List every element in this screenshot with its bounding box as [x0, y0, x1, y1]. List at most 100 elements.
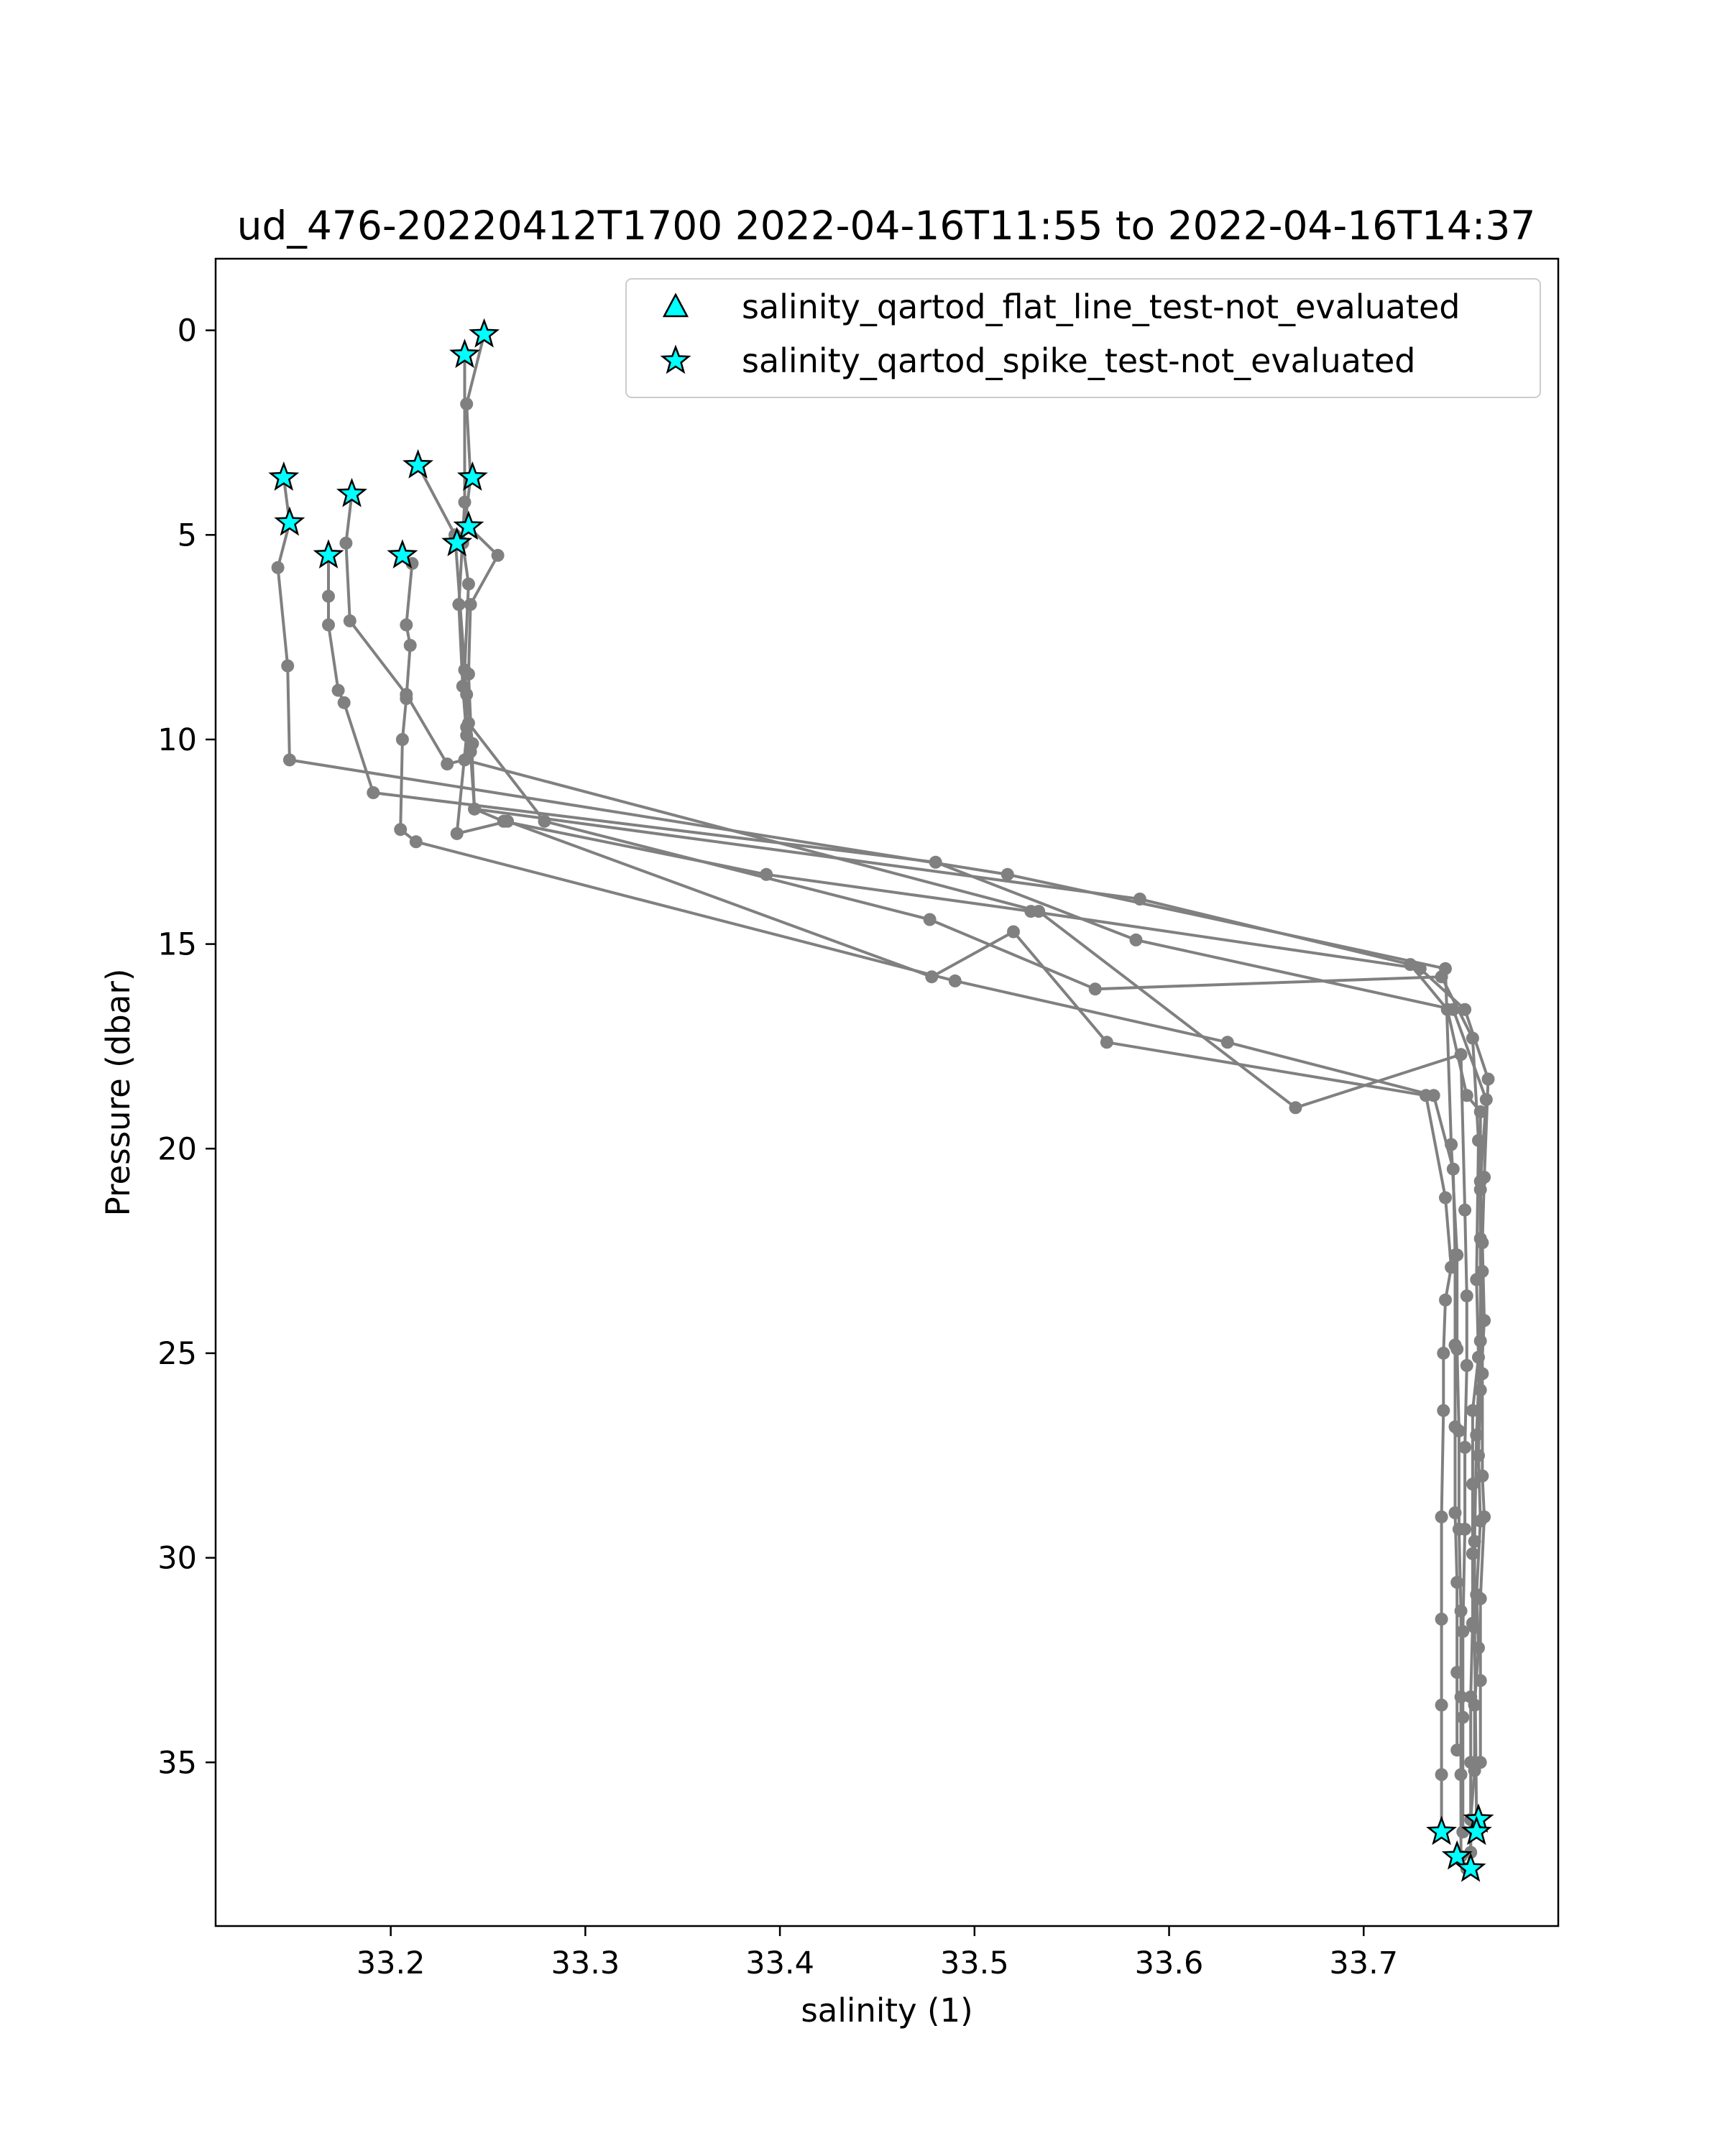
x-tick-label: 33.3: [551, 1945, 620, 1981]
spike-star-marker: [1426, 1815, 1457, 1846]
spike-star-marker: [453, 510, 484, 540]
data-point: [1466, 1031, 1479, 1045]
data-point: [1289, 1101, 1302, 1115]
data-point: [460, 397, 474, 411]
data-point: [948, 974, 962, 987]
data-point: [1473, 1756, 1487, 1769]
plot-frame: [214, 257, 1560, 1927]
data-point: [1458, 1003, 1472, 1016]
x-tick-label: 33.2: [356, 1945, 426, 1981]
x-tick-label: 33.5: [940, 1945, 1009, 1981]
data-point: [1435, 1510, 1448, 1524]
data-point: [281, 659, 295, 673]
data-point: [1427, 1089, 1440, 1102]
data-point: [1450, 1575, 1464, 1589]
data-point: [1440, 1003, 1454, 1016]
data-point: [1000, 867, 1014, 881]
data-point: [395, 733, 409, 746]
data-point: [1404, 958, 1417, 972]
spike-star-marker: [449, 338, 480, 369]
chart-title: ud_476-20220412T1700 2022-04-16T11:55 to…: [237, 203, 1536, 249]
data-point: [491, 548, 505, 562]
data-point: [400, 618, 413, 632]
data-point: [923, 913, 937, 926]
data-point: [461, 577, 475, 591]
legend-label-spike: salinity_qartod_spike_test-not_evaluated: [742, 341, 1415, 380]
data-point: [1473, 1674, 1487, 1687]
data-point: [1456, 1625, 1470, 1639]
x-tick-label: 33.4: [745, 1945, 814, 1981]
x-tick-label: 33.6: [1135, 1945, 1204, 1981]
data-point: [339, 536, 353, 550]
data-point: [322, 618, 335, 632]
data-point: [367, 786, 380, 799]
data-point: [1473, 1183, 1487, 1197]
series-line: [466, 525, 1486, 1763]
data-point: [1466, 1404, 1479, 1417]
spike-star-marker: [1455, 1852, 1486, 1882]
data-point: [1481, 1072, 1495, 1086]
data-point: [1476, 1367, 1489, 1381]
data-point: [1439, 962, 1452, 975]
y-tick-label: 0: [178, 313, 197, 349]
x-tick-label: 33.7: [1329, 1945, 1398, 1981]
legend-label-flat-line: salinity_qartod_flat_line_test-not_evalu…: [742, 287, 1460, 326]
data-point: [1435, 1698, 1448, 1712]
data-point: [1460, 1359, 1473, 1372]
data-point: [929, 855, 942, 869]
data-point: [1088, 982, 1102, 996]
y-axis-ticks: 0 5 10 15 20 25 30 35: [157, 313, 216, 1781]
data-point: [1456, 1710, 1470, 1724]
data-point: [1473, 1592, 1487, 1606]
data-point: [1473, 1334, 1487, 1348]
data-point: [400, 692, 413, 705]
data-point: [394, 823, 408, 837]
spike-star-marker: [469, 318, 500, 348]
data-point: [1473, 1105, 1487, 1118]
data-point: [1435, 1768, 1448, 1782]
data-point: [1468, 1621, 1481, 1634]
data-point: [1448, 1338, 1462, 1352]
series-2: [450, 348, 1458, 1839]
y-tick-label: 25: [157, 1336, 197, 1372]
y-tick-label: 10: [157, 722, 197, 758]
data-point: [1476, 1469, 1489, 1483]
data-point: [441, 757, 454, 771]
y-tick-label: 30: [157, 1541, 197, 1577]
spike-star-marker: [274, 506, 305, 536]
data-point: [1435, 1613, 1448, 1626]
y-tick-label: 35: [157, 1745, 197, 1781]
data-point: [1468, 1534, 1481, 1548]
data-point: [337, 696, 351, 709]
data-point: [403, 639, 417, 652]
data-point: [343, 614, 356, 627]
series-7: [394, 548, 1464, 1757]
data-point: [1466, 1547, 1479, 1560]
legend-box: [625, 278, 1541, 398]
y-tick-label: 5: [178, 517, 197, 553]
data-point: [282, 753, 296, 767]
data-point: [1476, 1265, 1489, 1279]
data-point: [1448, 1506, 1462, 1519]
spike-star-marker: [268, 461, 300, 491]
data-point: [1460, 1089, 1473, 1102]
data-point: [1450, 1743, 1464, 1757]
data-point: [1100, 1036, 1113, 1049]
data-point: [1478, 1510, 1491, 1524]
data-point: [1454, 1768, 1468, 1782]
data-point: [1439, 1293, 1452, 1307]
data-point: [1437, 1346, 1450, 1360]
y-axis-label: Pressure (dbar): [99, 969, 137, 1217]
data-point: [460, 688, 474, 701]
data-point: [1437, 1404, 1450, 1417]
data-point: [1220, 1036, 1234, 1049]
data-point: [1450, 1666, 1464, 1679]
legend-star-marker: [660, 344, 691, 374]
spike-star-marker: [441, 527, 473, 556]
series-6: [339, 487, 1473, 1839]
data-point: [1446, 1162, 1460, 1176]
y-tick-label: 20: [157, 1131, 197, 1167]
data-point: [450, 826, 464, 840]
data-point: [464, 598, 477, 612]
